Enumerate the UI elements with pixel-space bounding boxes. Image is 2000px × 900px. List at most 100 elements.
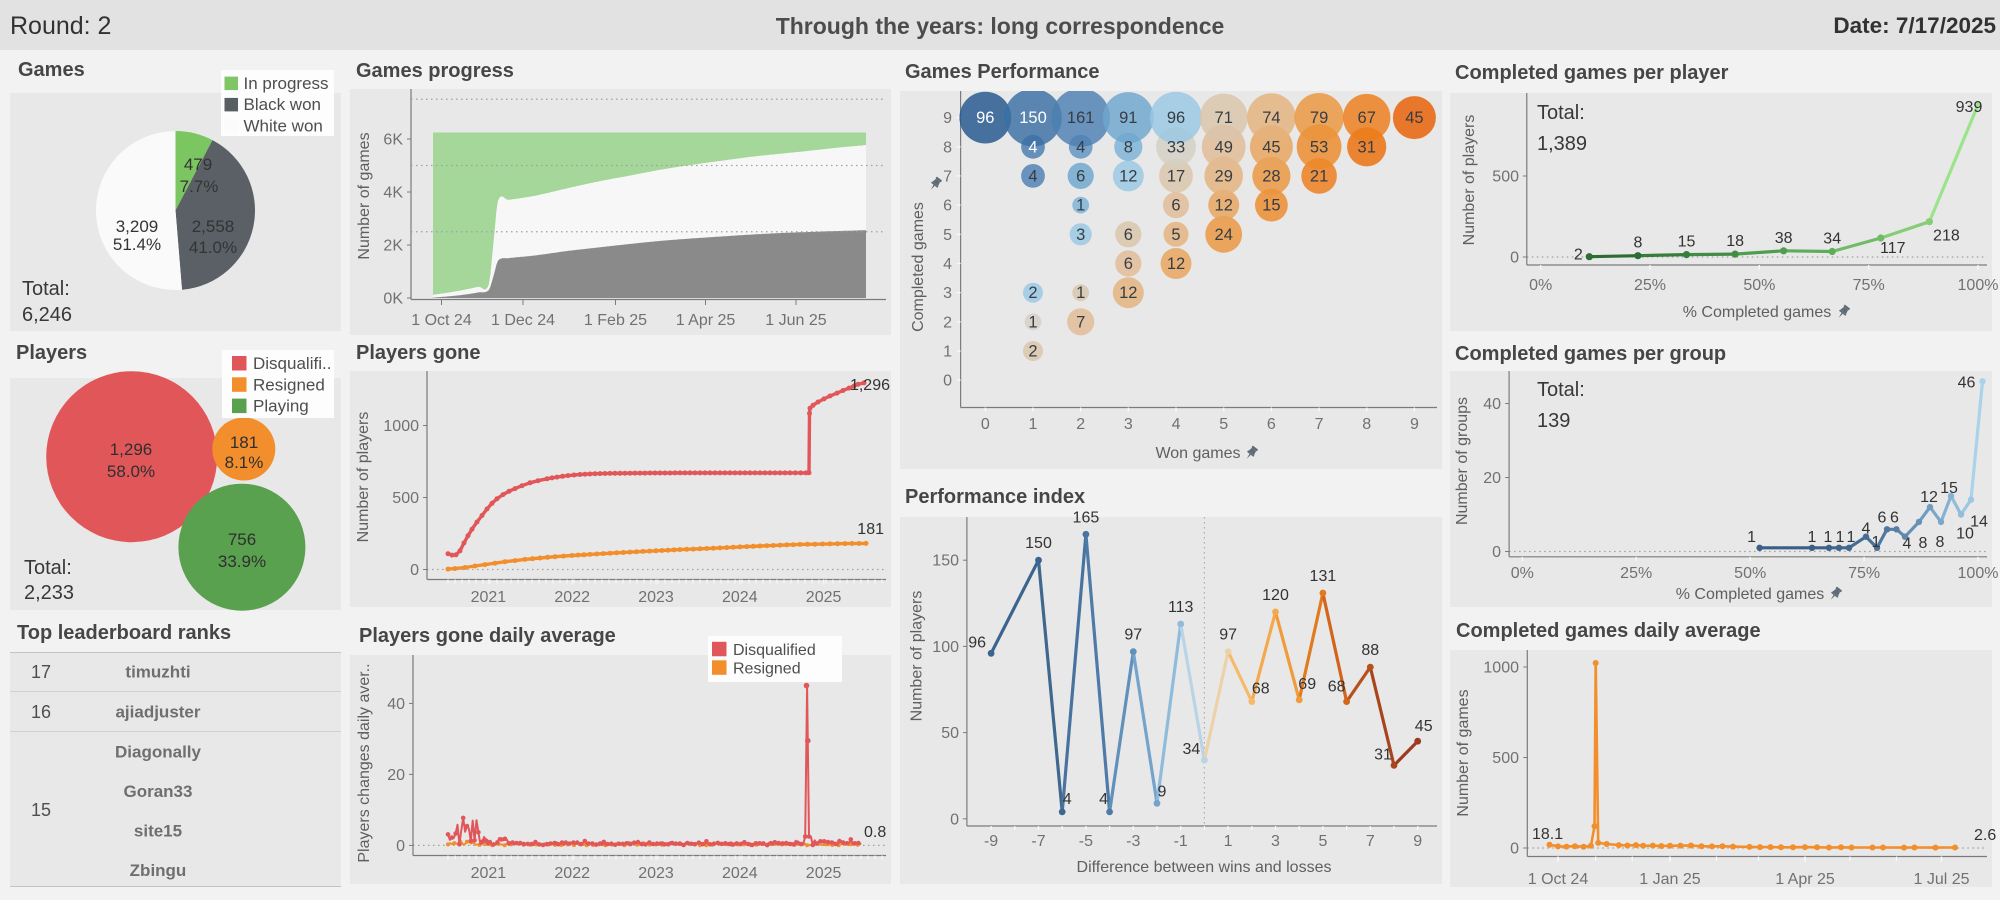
svg-text:6,246: 6,246 (22, 304, 72, 326)
svg-text:Won games: Won games (1155, 445, 1240, 462)
svg-text:9: 9 (1158, 783, 1167, 800)
svg-text:-9: -9 (984, 833, 998, 850)
svg-text:5: 5 (943, 227, 952, 244)
svg-text:7: 7 (943, 168, 952, 185)
svg-text:2,233: 2,233 (24, 582, 74, 604)
svg-text:1: 1 (1224, 833, 1233, 850)
svg-text:96: 96 (1167, 109, 1185, 127)
svg-text:Total:: Total: (22, 278, 70, 300)
svg-text:1: 1 (943, 344, 952, 361)
svg-text:28: 28 (1262, 167, 1280, 185)
svg-text:6K: 6K (383, 132, 403, 149)
svg-text:3,209: 3,209 (116, 217, 159, 236)
svg-text:100%: 100% (1958, 277, 1999, 294)
svg-text:2023: 2023 (638, 865, 674, 882)
svg-text:Playing: Playing (253, 397, 309, 416)
svg-text:ajiadjuster: ajiadjuster (115, 703, 200, 722)
svg-text:75%: 75% (1853, 277, 1885, 294)
svg-text:49: 49 (1215, 138, 1233, 156)
svg-text:Players changes daily aver..: Players changes daily aver.. (356, 663, 373, 862)
svg-text:6: 6 (1890, 509, 1899, 526)
svg-text:79: 79 (1310, 109, 1328, 127)
svg-text:0.8: 0.8 (864, 824, 886, 841)
svg-text:45: 45 (1415, 718, 1433, 735)
svg-text:4: 4 (1076, 138, 1085, 156)
svg-text:41.0%: 41.0% (189, 238, 237, 257)
svg-text:Total:: Total: (1537, 379, 1585, 401)
svg-text:5: 5 (1318, 833, 1327, 850)
svg-text:7: 7 (1315, 416, 1324, 433)
svg-text:67: 67 (1358, 109, 1376, 127)
svg-text:12: 12 (1119, 167, 1137, 185)
svg-text:Date: 7/17/2025: Date: 7/17/2025 (1833, 13, 1996, 38)
svg-text:4: 4 (943, 256, 952, 273)
svg-text:9: 9 (943, 110, 952, 127)
svg-text:38: 38 (1775, 230, 1793, 247)
svg-text:1: 1 (1872, 534, 1881, 551)
svg-text:7: 7 (1076, 313, 1085, 331)
svg-text:0%: 0% (1529, 277, 1552, 294)
svg-text:1: 1 (1076, 197, 1085, 215)
svg-text:Total:: Total: (24, 557, 72, 579)
svg-text:2023: 2023 (638, 589, 674, 606)
svg-text:24: 24 (1215, 226, 1233, 244)
svg-text:0: 0 (943, 373, 952, 390)
svg-text:Number of players: Number of players (355, 412, 372, 543)
svg-text:4K: 4K (383, 185, 403, 202)
svg-text:Number of games: Number of games (1455, 689, 1472, 816)
svg-text:12: 12 (1920, 489, 1938, 506)
svg-text:33.9%: 33.9% (218, 552, 266, 571)
svg-text:4: 4 (1099, 791, 1108, 808)
svg-text:96: 96 (968, 634, 986, 651)
svg-text:2,558: 2,558 (192, 217, 235, 236)
svg-text:100%: 100% (1958, 565, 1999, 582)
svg-text:58.0%: 58.0% (107, 462, 155, 481)
svg-text:75%: 75% (1848, 565, 1880, 582)
svg-text:53: 53 (1310, 138, 1328, 156)
svg-text:8: 8 (1936, 534, 1945, 551)
svg-text:Disqualifi..: Disqualifi.. (253, 354, 331, 373)
svg-text:Disqualified: Disqualified (733, 642, 816, 659)
svg-text:1 Jun 25: 1 Jun 25 (765, 312, 826, 329)
svg-text:7: 7 (1366, 833, 1375, 850)
svg-text:2: 2 (943, 314, 952, 331)
svg-text:Top leaderboard ranks: Top leaderboard ranks (17, 622, 231, 644)
svg-text:0: 0 (981, 416, 990, 433)
svg-text:34: 34 (1823, 231, 1841, 248)
svg-text:97: 97 (1219, 627, 1237, 644)
svg-text:2024: 2024 (722, 589, 758, 606)
svg-text:0: 0 (1510, 250, 1519, 267)
svg-text:Number of players: Number of players (1461, 115, 1478, 246)
svg-text:3: 3 (1271, 833, 1280, 850)
svg-text:2022: 2022 (554, 865, 590, 882)
svg-text:Players: Players (16, 342, 87, 364)
svg-text:1 Oct 24: 1 Oct 24 (1528, 871, 1589, 888)
svg-text:5: 5 (1171, 226, 1180, 244)
svg-text:40: 40 (387, 696, 405, 713)
svg-text:Zbingu: Zbingu (130, 861, 187, 880)
svg-text:-3: -3 (1126, 833, 1140, 850)
svg-text:White won: White won (244, 116, 323, 135)
svg-text:In progress: In progress (244, 74, 329, 93)
svg-text:25%: 25% (1634, 277, 1666, 294)
svg-text:46: 46 (1958, 374, 1976, 391)
svg-text:1000: 1000 (383, 418, 419, 435)
svg-text:Players gone daily average: Players gone daily average (359, 625, 616, 647)
svg-text:29: 29 (1215, 167, 1233, 185)
svg-text:6: 6 (943, 198, 952, 215)
svg-text:Resigned: Resigned (253, 375, 325, 394)
svg-text:0: 0 (950, 811, 959, 828)
svg-text:31: 31 (1358, 138, 1376, 156)
svg-text:479: 479 (184, 155, 212, 174)
svg-text:1: 1 (1847, 529, 1856, 546)
svg-text:96: 96 (976, 109, 994, 127)
svg-text:0: 0 (1492, 544, 1501, 561)
svg-text:4: 4 (1028, 138, 1037, 156)
svg-text:15: 15 (31, 800, 51, 820)
svg-text:-5: -5 (1079, 833, 1093, 850)
svg-text:4: 4 (1063, 791, 1072, 808)
svg-text:131: 131 (1310, 568, 1337, 585)
svg-text:1 Jul 25: 1 Jul 25 (1913, 871, 1969, 888)
svg-text:17: 17 (31, 662, 51, 682)
svg-text:12: 12 (1119, 284, 1137, 302)
